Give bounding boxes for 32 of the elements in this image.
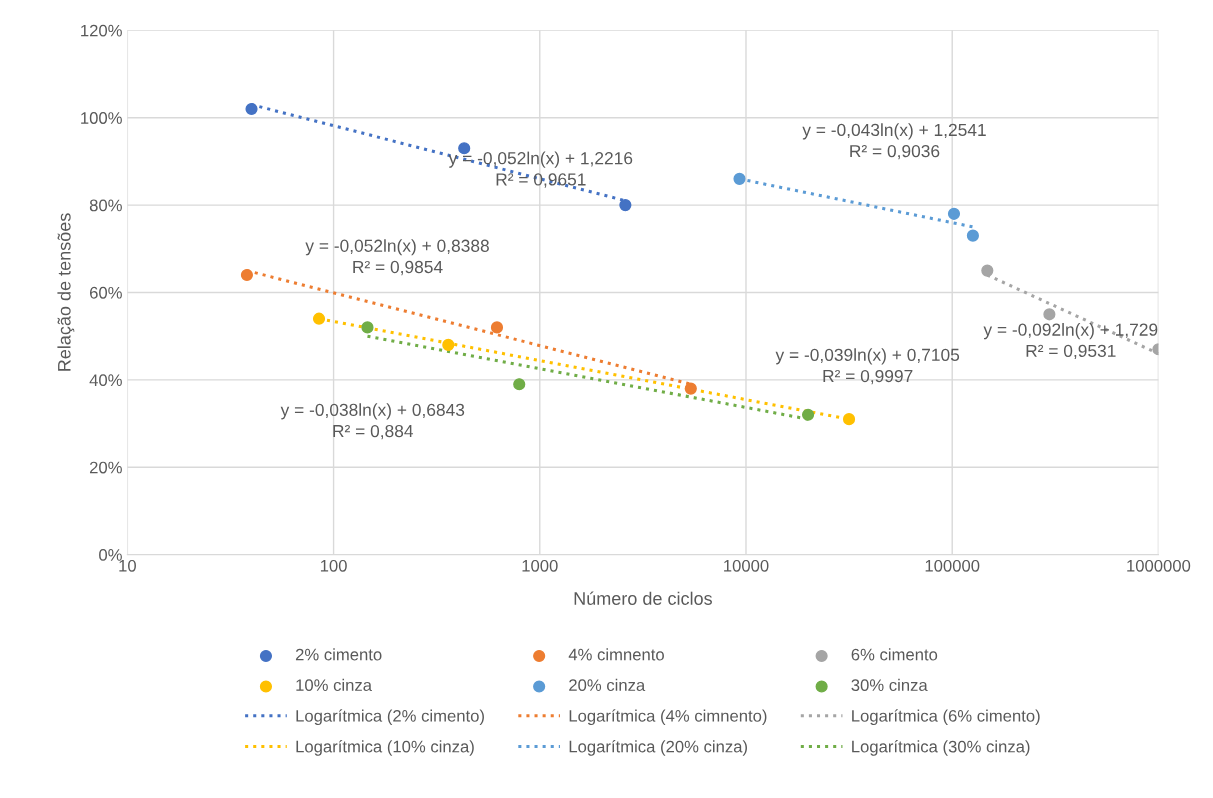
x-tick-label: 10	[119, 559, 136, 572]
x-axis-title: Número de ciclos	[574, 591, 712, 605]
legend-label: Logarítmica (20% cinza)	[569, 740, 747, 756]
y-tick-label: 20%	[89, 461, 122, 474]
annotation: y = -0,043ln(x) + 1,2541 R² = 0,9036	[802, 123, 986, 160]
legend-label: 30% cinza	[851, 678, 928, 692]
x-tick-label: 1000	[522, 559, 558, 572]
y-tick-label: 0%	[99, 549, 122, 561]
annotation: y = -0,038ln(x) + 0,6843 R² = 0,884	[280, 403, 465, 440]
legend-label: 6% cimento	[851, 648, 938, 661]
legend-label: Logarítmica (4% cimnento)	[569, 709, 767, 726]
x-tick-label: 100000	[925, 559, 980, 572]
y-axis-title: Relação de tensões	[57, 213, 75, 371]
annotation: y = -0,092ln(x) + 1,729 R² = 0,9531	[983, 323, 1158, 360]
legend-label: 2% cimento	[295, 648, 382, 661]
annotation: y = -0,039ln(x) + 0,7105 R² = 0,9997	[775, 348, 960, 385]
y-tick-label: 40%	[89, 374, 122, 387]
legend-label: Logarítmica (10% cinza)	[296, 740, 474, 756]
legend-label: Logarítmica (2% cimento)	[296, 709, 484, 726]
x-tick-label: 100	[320, 559, 347, 572]
x-tick-label: 1000000	[1127, 559, 1191, 572]
legend-label: 10% cinza	[296, 678, 373, 692]
annotation: y = -0,052ln(x) + 0,8388 R² = 0,9854	[305, 239, 489, 276]
y-tick-label: 80%	[89, 199, 122, 212]
x-tick-label: 10000	[724, 559, 769, 572]
legend-label: Logarítmica (30% cinza)	[852, 740, 1030, 756]
legend-label: 20% cinza	[569, 678, 646, 692]
y-tick-label: 100%	[81, 112, 122, 124]
legend-label: Logarítmica (6% cimento)	[852, 709, 1040, 726]
y-tick-label: 120%	[81, 24, 122, 37]
y-tick-label: 60%	[89, 286, 122, 299]
legend-label: 4% cimnento	[568, 648, 664, 661]
